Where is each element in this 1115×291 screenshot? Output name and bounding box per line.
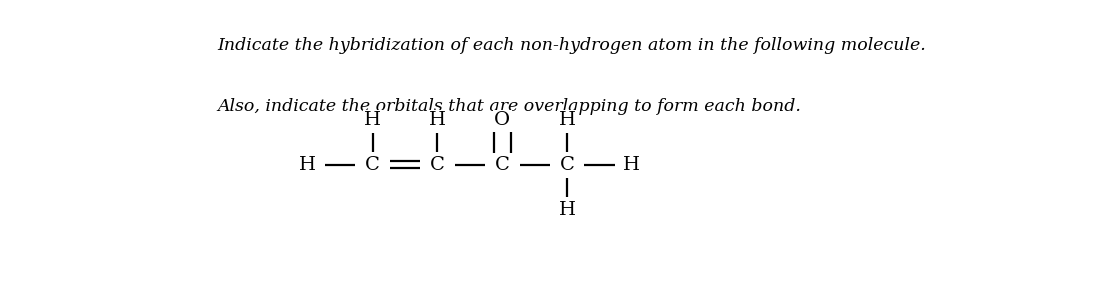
Text: C: C <box>560 156 574 174</box>
Text: H: H <box>559 111 575 129</box>
Text: C: C <box>430 156 445 174</box>
Text: H: H <box>559 201 575 219</box>
Text: C: C <box>495 156 510 174</box>
Text: Indicate the hybridization of each non-hydrogen atom in the following molecule.: Indicate the hybridization of each non-h… <box>217 37 925 54</box>
Text: H: H <box>429 111 446 129</box>
Text: O: O <box>494 111 511 129</box>
Text: H: H <box>623 156 640 174</box>
Text: H: H <box>300 156 317 174</box>
Text: H: H <box>365 111 381 129</box>
Text: Also, indicate the orbitals that are overlapping to form each bond.: Also, indicate the orbitals that are ove… <box>217 98 801 115</box>
Text: C: C <box>366 156 380 174</box>
